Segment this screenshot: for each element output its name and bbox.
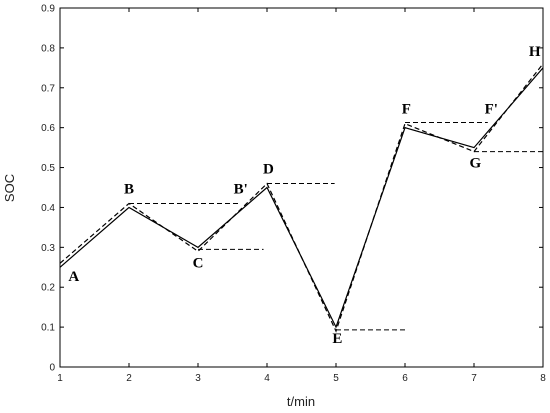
point-label: E: [332, 331, 342, 347]
y-tick-label: 0.8: [41, 43, 55, 54]
point-label: F': [485, 102, 498, 118]
y-tick-label: 0.6: [41, 123, 55, 134]
x-axis-ticks: 1 2 3 4 5 6 7 8: [57, 8, 546, 384]
x-tick-label: 4: [264, 373, 270, 384]
point-label: A: [68, 269, 79, 285]
series-line-dashed: [59, 63, 544, 333]
x-tick-label: 2: [126, 373, 132, 384]
y-tick-label: 0.1: [41, 323, 55, 334]
point-labels: A B C B' D E F F' G H: [68, 44, 541, 347]
x-tick-label: 6: [402, 373, 408, 384]
x-tick-label: 7: [471, 373, 477, 384]
point-label: B': [234, 181, 248, 197]
y-tick-label: 0: [49, 363, 55, 374]
point-label: D: [263, 162, 274, 178]
point-label: H: [529, 44, 541, 60]
y-tick-label: 0.4: [41, 203, 55, 214]
y-tick-label: 0.2: [41, 283, 55, 294]
y-axis-ticks: 0 0.1 0.2 0.3 0.4 0.5 0.6 0.7 0.8 0.9: [41, 4, 543, 374]
point-label: F: [402, 102, 411, 118]
reference-lines: [129, 121, 543, 331]
point-label: C: [193, 255, 204, 271]
y-tick-label: 0.9: [41, 4, 55, 15]
y-tick-label: 0.7: [41, 83, 55, 94]
y-axis-label: SOC: [2, 174, 17, 202]
plot-frame: [59, 7, 544, 368]
y-tick-label: 0.5: [41, 163, 55, 174]
x-tick-label: 8: [540, 373, 546, 384]
x-axis-label: t/min: [287, 394, 315, 409]
series-lines: [59, 63, 544, 333]
point-label: G: [470, 156, 482, 172]
y-tick-label: 0.3: [41, 243, 55, 254]
point-label: B: [124, 181, 134, 197]
x-tick-label: 3: [195, 373, 201, 384]
x-tick-label: 5: [333, 373, 339, 384]
x-tick-label: 1: [57, 373, 63, 384]
